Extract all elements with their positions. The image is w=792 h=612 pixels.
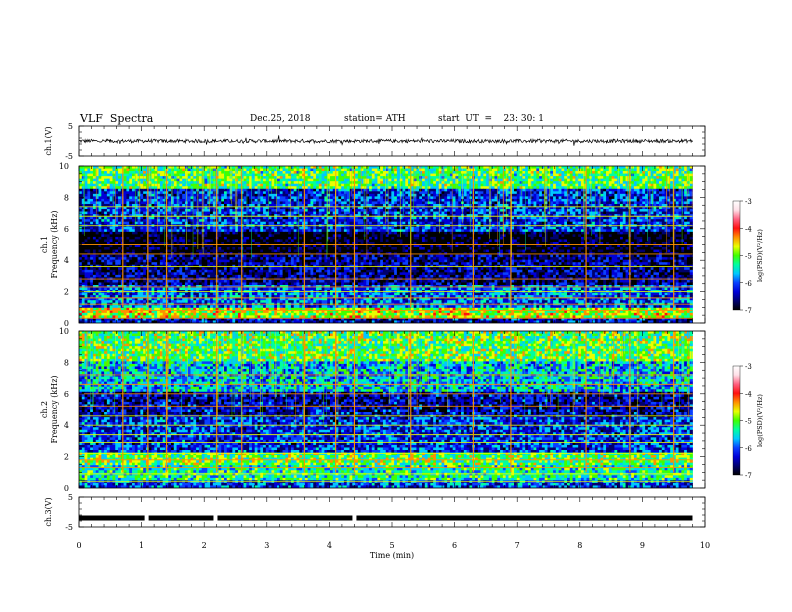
x-tick-label: 5 [389,541,394,550]
x-tick-label: 4 [327,541,332,550]
ch1-ylabel: ch.1(V) [44,126,53,155]
ch2-spectrogram-channel-label: ch.2 [40,401,49,418]
ch2-spectrogram-colorbar-tick-label: -3 [745,363,752,371]
x-tick-label: 0 [76,541,81,550]
x-tick-label: 8 [577,541,582,550]
ch1-spectrogram-colorbar-tick-label: -4 [745,225,752,233]
x-tick-label: 6 [452,541,457,550]
ch1-spectrogram-ylabel: Frequency (kHz) [50,210,59,278]
ch3-timecode-gap [352,515,357,521]
ch2-spectrogram-colorbar-tick-label: -7 [745,472,752,480]
x-tick-label: 3 [264,541,269,550]
ch1-spectrogram-ytick-label: 4 [64,256,69,265]
ch1-spectrogram-colorbar-tick-label: -7 [745,307,752,315]
ch1-spectrogram-ytick-label: 2 [64,288,69,297]
ch1-spectrogram-colorbar-tick-label: -3 [745,198,752,206]
ch2-spectrogram-colorbar-tick-label: -4 [745,390,752,398]
date-label: Dec.25, 2018 [250,114,311,124]
ch1-spectrogram-colorbar-label: log(PSD)(V²/Hz) [756,229,764,282]
ch3-timecode-gap [213,515,218,521]
figure-title: VLF Spectra [80,112,153,125]
x-tick-label: 10 [700,541,710,550]
ch2-spectrogram-ytick-label: 2 [64,453,69,462]
x-tick-label: 7 [515,541,520,550]
x-axis-label: Time (min) [370,551,414,560]
ch1-spectrogram-colorbar [732,200,741,311]
ch1-spectrogram-ytick-label: 8 [64,193,69,202]
ch2-spectrogram-colorbar-tick-label: -6 [745,445,752,453]
ch1-ytick-label: 5 [68,122,73,131]
ch3-ylabel: ch.3(V) [44,497,53,526]
ch1-waveform-line [78,135,693,146]
ch1-spectrogram-ytick-label: 6 [64,225,69,234]
ch2-spectrogram-ytick-label: 0 [64,484,69,493]
x-tick-label: 1 [139,541,144,550]
ch1-spectrogram-ytick-label: 10 [59,162,69,171]
ch3-ytick-label: -5 [65,523,73,532]
ch3-ytick-label: 5 [68,493,73,502]
ch2-spectrogram-ytick-label: 10 [59,327,69,336]
ch1-spectrogram-channel-label: ch.1 [40,236,49,253]
ch1-spectrogram-ytick-label: 0 [64,319,69,328]
ch2-spectrogram-ytick-label: 8 [64,358,69,367]
ch1-spectrogram-colorbar-tick-label: -5 [745,253,752,261]
ch1-spectrogram-colorbar-tick-label: -6 [745,280,752,288]
ch1-ytick-label: -5 [65,152,73,161]
ch3-timecode-gap [144,515,149,521]
x-tick-label: 9 [640,541,645,550]
ch3-timecode-bar [79,515,693,521]
ch2-spectrogram-ytick-label: 4 [64,421,69,430]
ch1-spectrogram-image [79,166,705,323]
station-label: station= ATH [344,114,406,124]
ch2-spectrogram-image [79,331,705,488]
ch2-spectrogram-ylabel: Frequency (kHz) [50,375,59,443]
ch2-spectrogram-colorbar-tick-label: -5 [745,418,752,426]
x-tick-label: 2 [202,541,207,550]
ch2-spectrogram-colorbar [732,365,741,476]
ch2-spectrogram-colorbar-label: log(PSD)(V²/Hz) [756,394,764,447]
ch2-spectrogram-ytick-label: 6 [64,390,69,399]
start-time-label: start UT = 23: 30: 1 [438,114,544,124]
